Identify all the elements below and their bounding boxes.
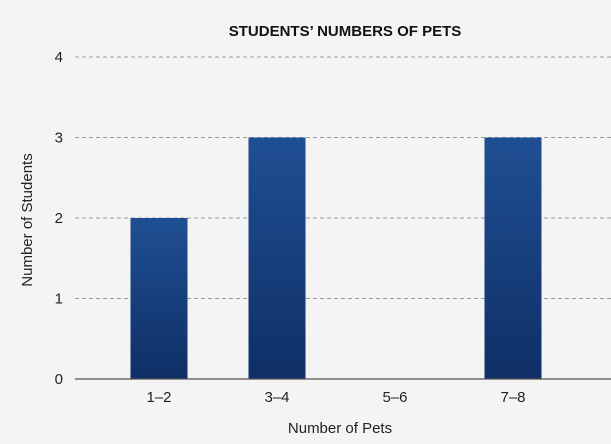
x-tick-label: 5–6 xyxy=(382,389,407,406)
x-tick-label: 7–8 xyxy=(500,389,525,406)
y-axis-label: Number of Students xyxy=(19,153,36,286)
y-tick-label: 4 xyxy=(55,49,63,66)
x-tick-labels: 1–2 3–4 5–6 7–8 xyxy=(146,389,525,406)
y-tick-label: 1 xyxy=(55,291,63,308)
bar-4 xyxy=(484,137,542,379)
bars xyxy=(130,137,542,379)
y-tick-labels: 0 1 2 3 4 xyxy=(55,49,63,388)
x-tick-label: 3–4 xyxy=(264,389,289,406)
x-tick-label: 1–2 xyxy=(146,389,171,406)
bar-2 xyxy=(248,137,306,379)
gridlines xyxy=(75,56,611,299)
chart-title: STUDENTS’ NUMBERS OF PETS xyxy=(229,23,462,40)
y-tick-label: 3 xyxy=(55,130,63,147)
x-axis-label: Number of Pets xyxy=(288,420,392,437)
y-tick-label: 0 xyxy=(55,371,63,388)
bar-1 xyxy=(130,218,188,379)
y-tick-label: 2 xyxy=(55,210,63,227)
